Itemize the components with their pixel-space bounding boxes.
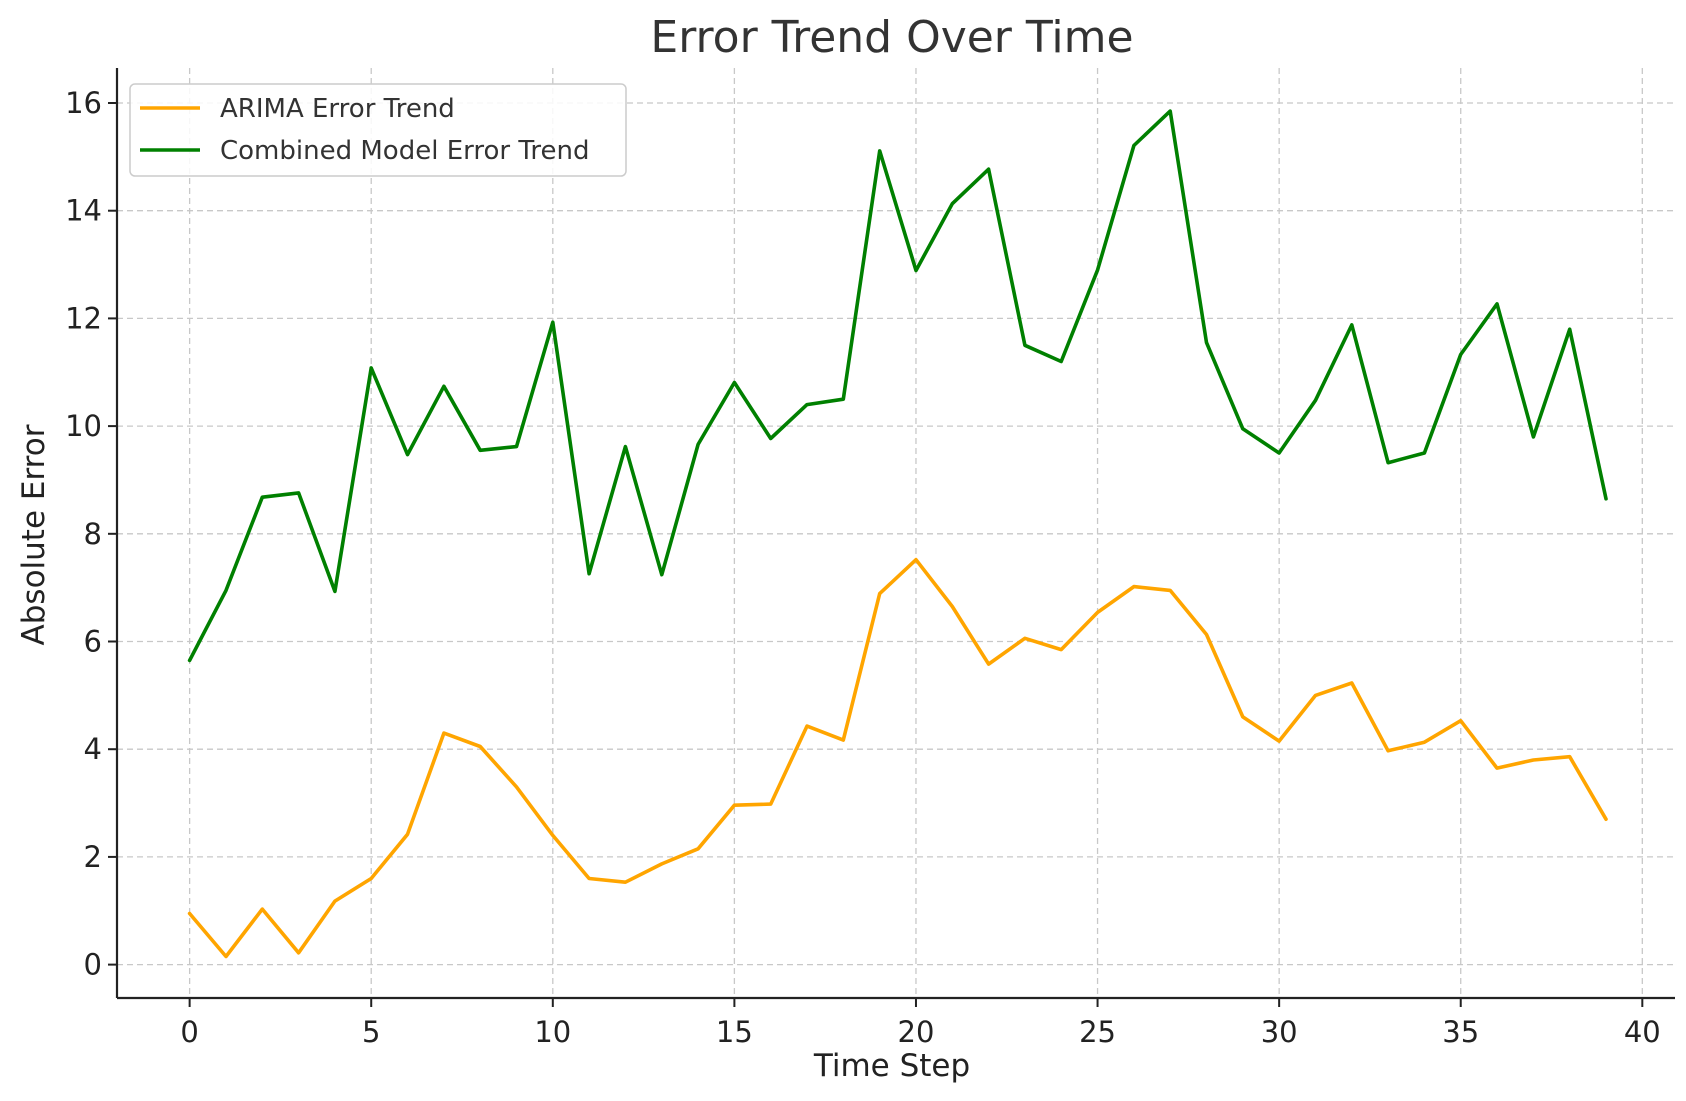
y-tick-label: 6 — [84, 625, 102, 659]
x-tick-label: 15 — [716, 1015, 753, 1049]
x-tick-label: 10 — [534, 1015, 571, 1049]
legend: ARIMA Error Trend Combined Model Error T… — [129, 83, 627, 177]
legend-label-arima: ARIMA Error Trend — [220, 94, 455, 124]
x-tick-label: 20 — [898, 1015, 935, 1049]
x-tick-label: 5 — [362, 1015, 380, 1049]
x-tick-label: 40 — [1624, 1015, 1661, 1049]
x-axis-label: Time Step — [813, 1048, 970, 1084]
grid — [117, 68, 1675, 998]
series-line-arima — [187, 557, 1608, 959]
y-axis-label: Absolute Error — [16, 424, 52, 645]
chart-title: Error Trend Over Time — [650, 12, 1133, 63]
y-tick-label: 14 — [65, 194, 102, 228]
x-tick-label: 0 — [180, 1015, 198, 1049]
x-tick-label: 30 — [1261, 1015, 1298, 1049]
y-tick-label: 0 — [84, 948, 102, 982]
y-tick-label: 12 — [65, 301, 102, 335]
legend-label-combined: Combined Model Error Trend — [220, 136, 589, 166]
x-tick-label: 35 — [1442, 1015, 1479, 1049]
y-tick-label: 4 — [84, 732, 102, 766]
y-tick-label: 8 — [84, 517, 102, 551]
series-lines — [187, 109, 1608, 959]
x-ticks: 0 5 10 15 20 25 30 35 40 — [180, 998, 1661, 1049]
legend-box — [129, 83, 627, 177]
y-tick-label: 16 — [65, 86, 102, 120]
x-tick-label: 25 — [1079, 1015, 1116, 1049]
series-line-combined — [187, 109, 1608, 663]
y-tick-label: 10 — [65, 409, 102, 443]
y-tick-label: 2 — [84, 840, 102, 874]
y-ticks: 0 2 4 6 8 10 12 14 16 — [65, 86, 117, 982]
